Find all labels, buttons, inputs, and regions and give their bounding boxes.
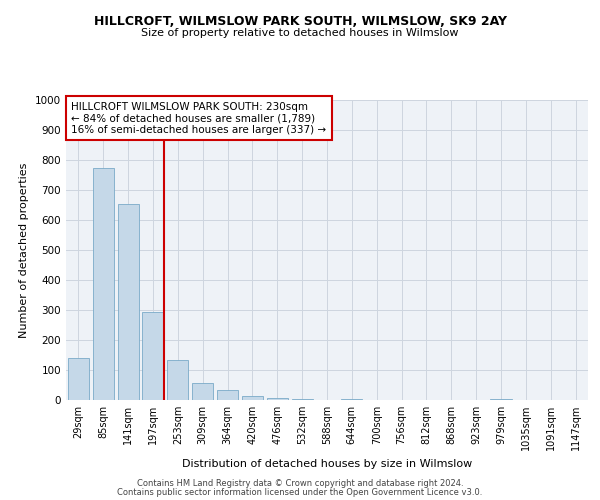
Bar (118, 204, 139, 400)
Text: HILLCROFT WILMSLOW PARK SOUTH: 230sqm
← 84% of detached houses are smaller (1,78: HILLCROFT WILMSLOW PARK SOUTH: 230sqm ← … (71, 102, 326, 134)
X-axis label: Distribution of detached houses by size in Wilmslow: Distribution of detached houses by size … (182, 458, 472, 468)
Bar (142, 312, 164, 400)
Bar (167, 360, 188, 400)
Bar (292, 398, 313, 400)
Text: Size of property relative to detached houses in Wilmslow: Size of property relative to detached ho… (141, 28, 459, 38)
Bar (341, 399, 362, 400)
Bar (490, 399, 512, 400)
Bar (242, 396, 263, 400)
Y-axis label: Number of detached properties: Number of detached properties (19, 162, 29, 338)
Bar (217, 390, 238, 400)
Text: Contains public sector information licensed under the Open Government Licence v3: Contains public sector information licen… (118, 488, 482, 497)
Bar (192, 383, 213, 400)
Text: Contains HM Land Registry data © Crown copyright and database right 2024.: Contains HM Land Registry data © Crown c… (137, 478, 463, 488)
Text: HILLCROFT, WILMSLOW PARK SOUTH, WILMSLOW, SK9 2AY: HILLCROFT, WILMSLOW PARK SOUTH, WILMSLOW… (94, 15, 506, 28)
Bar (267, 398, 288, 400)
Bar (68, 358, 89, 400)
Bar (93, 168, 114, 400)
